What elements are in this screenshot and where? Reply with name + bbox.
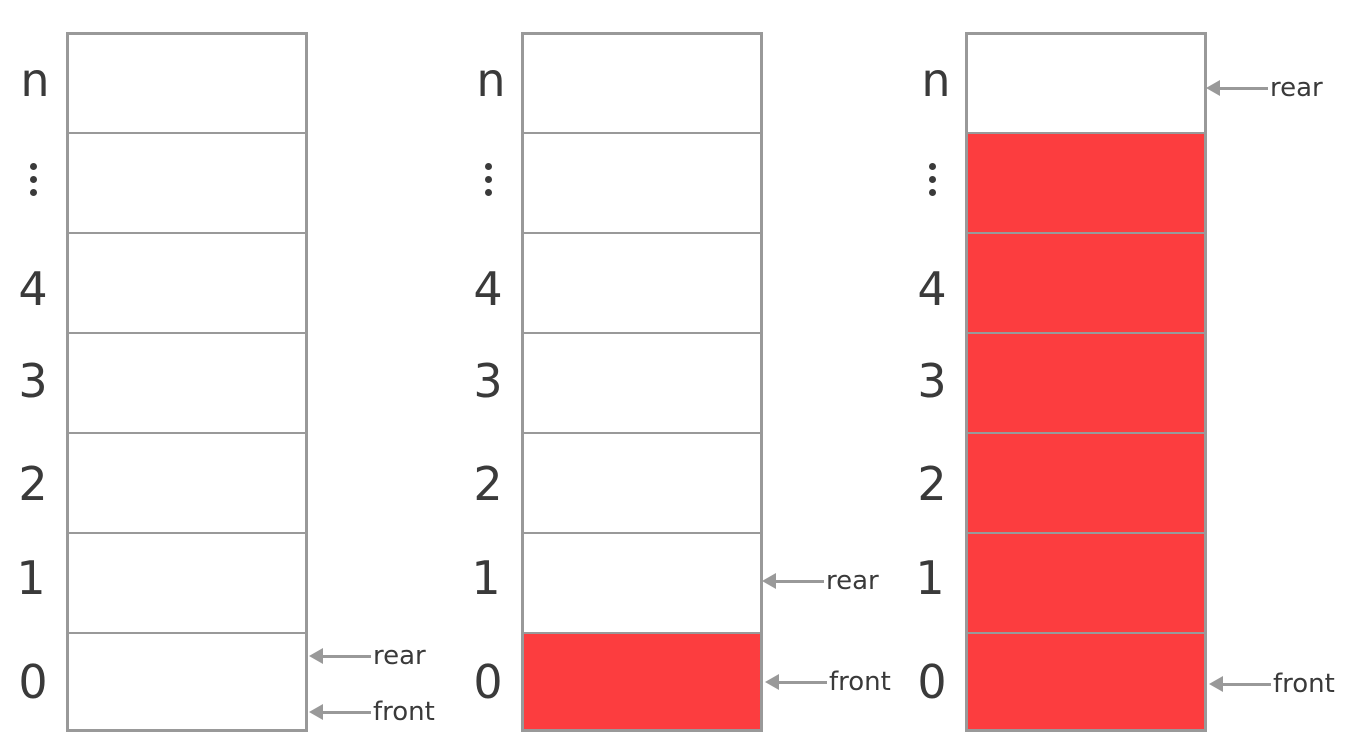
front-label: front bbox=[373, 697, 435, 727]
queue-array bbox=[66, 32, 308, 732]
index-label-n: n bbox=[20, 53, 50, 107]
index-label-3: 3 bbox=[473, 354, 503, 408]
index-label-ellipsis bbox=[8, 163, 58, 202]
slot-ellipsis bbox=[524, 132, 760, 232]
queue-array bbox=[965, 32, 1207, 732]
left-arrow-icon bbox=[309, 704, 371, 720]
rear-label: rear bbox=[373, 641, 426, 671]
left-arrow-icon bbox=[765, 674, 827, 690]
index-label-ellipsis bbox=[463, 163, 513, 202]
left-arrow-icon bbox=[1209, 676, 1271, 692]
queue-panel-empty: n 4 3 2 1 0 rear front bbox=[0, 0, 450, 751]
slot-1 bbox=[968, 532, 1204, 632]
left-arrow-icon bbox=[1206, 80, 1268, 96]
slot-3 bbox=[968, 332, 1204, 432]
queue-array bbox=[521, 32, 763, 732]
left-arrow-icon bbox=[309, 648, 371, 664]
slot-4 bbox=[524, 232, 760, 332]
front-label: front bbox=[1273, 669, 1335, 699]
index-label-ellipsis bbox=[907, 163, 957, 202]
slot-3 bbox=[69, 332, 305, 432]
slot-2 bbox=[524, 432, 760, 532]
slot-3 bbox=[524, 332, 760, 432]
rear-pointer: rear bbox=[762, 566, 879, 596]
left-arrow-icon bbox=[762, 573, 824, 589]
index-label-n: n bbox=[921, 53, 951, 107]
index-label-0: 0 bbox=[473, 655, 503, 709]
front-pointer: front bbox=[1209, 669, 1335, 699]
index-label-1: 1 bbox=[16, 551, 46, 605]
slot-0 bbox=[69, 632, 305, 729]
front-pointer: front bbox=[309, 697, 435, 727]
rear-pointer: rear bbox=[309, 641, 426, 671]
index-label-4: 4 bbox=[473, 262, 503, 316]
slot-n bbox=[968, 35, 1204, 133]
index-label-0: 0 bbox=[18, 655, 48, 709]
slot-2 bbox=[968, 432, 1204, 532]
index-label-n: n bbox=[476, 53, 506, 107]
slot-4 bbox=[968, 232, 1204, 332]
rear-label: rear bbox=[826, 566, 879, 596]
queue-panel-one-element: n 4 3 2 1 0 rear front bbox=[460, 0, 900, 751]
slot-4 bbox=[69, 232, 305, 332]
index-label-3: 3 bbox=[917, 354, 947, 408]
index-label-3: 3 bbox=[18, 354, 48, 408]
slot-2 bbox=[69, 432, 305, 532]
index-label-2: 2 bbox=[473, 457, 503, 511]
slot-ellipsis bbox=[968, 132, 1204, 232]
slot-1 bbox=[524, 532, 760, 632]
slot-1 bbox=[69, 532, 305, 632]
index-label-4: 4 bbox=[917, 262, 947, 316]
index-label-1: 1 bbox=[915, 551, 945, 605]
front-label: front bbox=[829, 667, 891, 697]
slot-n bbox=[69, 35, 305, 133]
index-label-2: 2 bbox=[917, 457, 947, 511]
index-label-2: 2 bbox=[18, 457, 48, 511]
slot-0 bbox=[524, 632, 760, 729]
queue-panel-full: n 4 3 2 1 0 rear front bbox=[905, 0, 1354, 751]
index-label-1: 1 bbox=[471, 551, 501, 605]
slot-ellipsis bbox=[69, 132, 305, 232]
slot-n bbox=[524, 35, 760, 133]
front-pointer: front bbox=[765, 667, 891, 697]
index-label-0: 0 bbox=[917, 655, 947, 709]
index-label-4: 4 bbox=[18, 262, 48, 316]
slot-0 bbox=[968, 632, 1204, 729]
rear-label: rear bbox=[1270, 73, 1323, 103]
rear-pointer: rear bbox=[1206, 73, 1323, 103]
